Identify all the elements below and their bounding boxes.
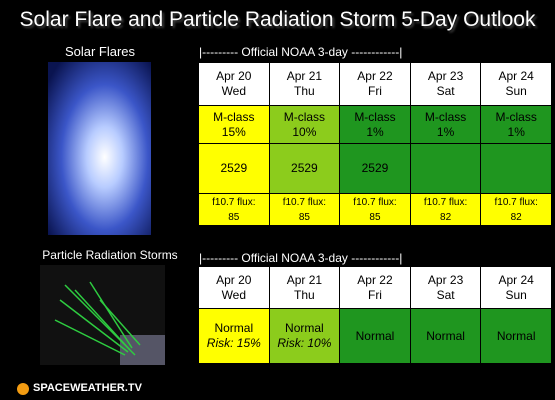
- cell-text: Normal: [355, 328, 395, 343]
- cell-text: f10.7 flux:: [212, 196, 256, 208]
- forecast-cell: M-class 15%: [198, 105, 270, 144]
- cell-text: Sun: [505, 84, 527, 98]
- day-header: Apr 22 Fri: [339, 266, 411, 309]
- outlook-table: Apr 20 Wed Apr 21 Thu Apr 22 Fri Apr 23 Sat Apr …: [198, 62, 552, 226]
- header-row: Apr 20 Wed Apr 21 Thu Apr 22 Fri Apr 23 Sat Apr …: [198, 62, 552, 106]
- cell-text: Apr 22: [357, 272, 393, 287]
- cell-text: 2529: [291, 161, 318, 175]
- cell-text: Wed: [221, 287, 247, 302]
- sun-image: [48, 62, 151, 235]
- logo-icon: [17, 383, 29, 395]
- forecast-cell: Normal Risk: 10%: [268, 308, 341, 364]
- banner: |--------- Official NOAA 3-day ---------…: [199, 251, 403, 265]
- forecast-cell: M-class 1%: [409, 105, 482, 144]
- cell-text: 85: [228, 211, 240, 223]
- forecast-cell: 2529: [339, 143, 411, 194]
- data-row: M-class 15% M-class 10% M-class 1% M-class 1% M-…: [198, 105, 552, 144]
- section-label: Solar Flares: [64, 44, 136, 59]
- cell-text: Apr 22: [357, 69, 393, 83]
- cell-text: Fri: [367, 287, 382, 302]
- forecast-cell: f10.7 flux: 82: [409, 193, 482, 226]
- logo: SPACEWEATHER.TV: [33, 382, 142, 394]
- forecast-cell: 2529: [268, 143, 341, 194]
- cell-text: Apr 23: [427, 69, 464, 83]
- cell-text: 1%: [507, 124, 525, 139]
- forecast-cell: f10.7 flux: 85: [268, 193, 341, 226]
- forecast-cell: [480, 143, 552, 194]
- forecast-cell: 2529: [198, 143, 270, 194]
- particle-tracks: [54, 281, 141, 356]
- data-row: 2529 2529 2529: [198, 143, 552, 194]
- cell-text: 2529: [361, 161, 389, 175]
- cell-text: f10.7 flux:: [282, 196, 327, 208]
- cell-text: M-class: [213, 109, 255, 124]
- cell-text: Apr 24: [498, 272, 534, 287]
- cell-text: f10.7 flux:: [353, 196, 397, 208]
- cell-text: M-class: [354, 109, 396, 124]
- day-header: Apr 22 Fri: [339, 62, 411, 106]
- cell-text: Sun: [505, 287, 527, 302]
- cell-text: Apr 21: [286, 69, 323, 83]
- cell-text: M-class: [424, 109, 467, 124]
- section-label: Particle Radiation Storms: [42, 248, 178, 262]
- forecast-cell: f10.7 flux: 85: [339, 193, 411, 226]
- cell-text: 15%: [221, 124, 246, 139]
- cell-text: Normal: [214, 321, 254, 335]
- forecast-cell: Normal: [409, 308, 482, 364]
- cell-text: M-class: [495, 109, 537, 124]
- cell-text: Apr 20: [216, 69, 252, 83]
- cell-text: Sat: [436, 287, 455, 302]
- cell-text: Normal: [426, 328, 465, 343]
- cell-text: Sat: [436, 84, 455, 98]
- cell-text: f10.7 flux:: [423, 196, 468, 208]
- cell-text: 82: [440, 211, 452, 223]
- cell-text: Wed: [221, 84, 247, 98]
- forecast-cell: Normal: [339, 308, 411, 364]
- cell-text: 85: [369, 211, 381, 223]
- data-row: Normal Risk: 15% Normal Risk: 10% Normal Norm…: [198, 308, 552, 364]
- title: Solar Flare and Particle Radiation Storm…: [19, 8, 536, 31]
- day-header: Apr 20 Wed: [198, 62, 270, 106]
- cell-text: M-class: [283, 109, 326, 124]
- day-header: Apr 20 Wed: [198, 266, 270, 309]
- forecast-cell: f10.7 flux: 85: [198, 193, 270, 226]
- cell-text: Thu: [294, 287, 315, 302]
- banner: |--------- Official NOAA 3-day ---------…: [199, 45, 403, 59]
- forecast-cell: Normal: [480, 308, 552, 364]
- outlook-table: Apr 20 Wed Apr 21 Thu Apr 22 Fri Apr 23 Sat Apr …: [198, 266, 552, 364]
- day-header: Apr 24 Sun: [480, 62, 552, 106]
- forecast-cell: [409, 143, 482, 194]
- cell-text: 2529: [220, 161, 248, 175]
- forecast-cell: M-class 1%: [339, 105, 411, 144]
- cell-text: 82: [510, 211, 522, 223]
- cell-text: Normal: [285, 321, 324, 335]
- forecast-cell: M-class 1%: [480, 105, 552, 144]
- day-header: Apr 24 Sun: [480, 266, 552, 309]
- cell-text: Normal: [496, 328, 536, 343]
- cell-text: 10%: [292, 124, 317, 139]
- cell-text: 1%: [436, 124, 455, 139]
- forecast-cell: Normal Risk: 15%: [198, 308, 270, 364]
- header-row: Apr 20 Wed Apr 21 Thu Apr 22 Fri Apr 23 Sat Apr …: [198, 266, 552, 309]
- cell-text: Fri: [367, 84, 382, 98]
- cell-text: Thu: [294, 84, 315, 98]
- day-header: Apr 23 Sat: [409, 266, 482, 309]
- cell-text: Risk: 10%: [277, 336, 332, 350]
- day-header: Apr 21 Thu: [268, 266, 341, 309]
- cell-text: 85: [298, 211, 310, 223]
- cell-text: Apr 20: [216, 272, 252, 287]
- cell-text: f10.7 flux:: [494, 196, 538, 208]
- cell-text: Apr 21: [286, 272, 323, 287]
- data-row: f10.7 flux: 85 f10.7 flux: 85 f10.7 flux: 85 f…: [198, 193, 552, 226]
- forecast-cell: f10.7 flux: 82: [480, 193, 552, 226]
- day-header: Apr 23 Sat: [409, 62, 482, 106]
- cell-text: Risk: 15%: [206, 336, 261, 350]
- cell-text: 1%: [366, 124, 384, 139]
- cell-text: Apr 24: [498, 69, 534, 83]
- cell-text: Apr 23: [427, 272, 464, 287]
- day-header: Apr 21 Thu: [268, 62, 341, 106]
- forecast-cell: M-class 10%: [268, 105, 341, 144]
